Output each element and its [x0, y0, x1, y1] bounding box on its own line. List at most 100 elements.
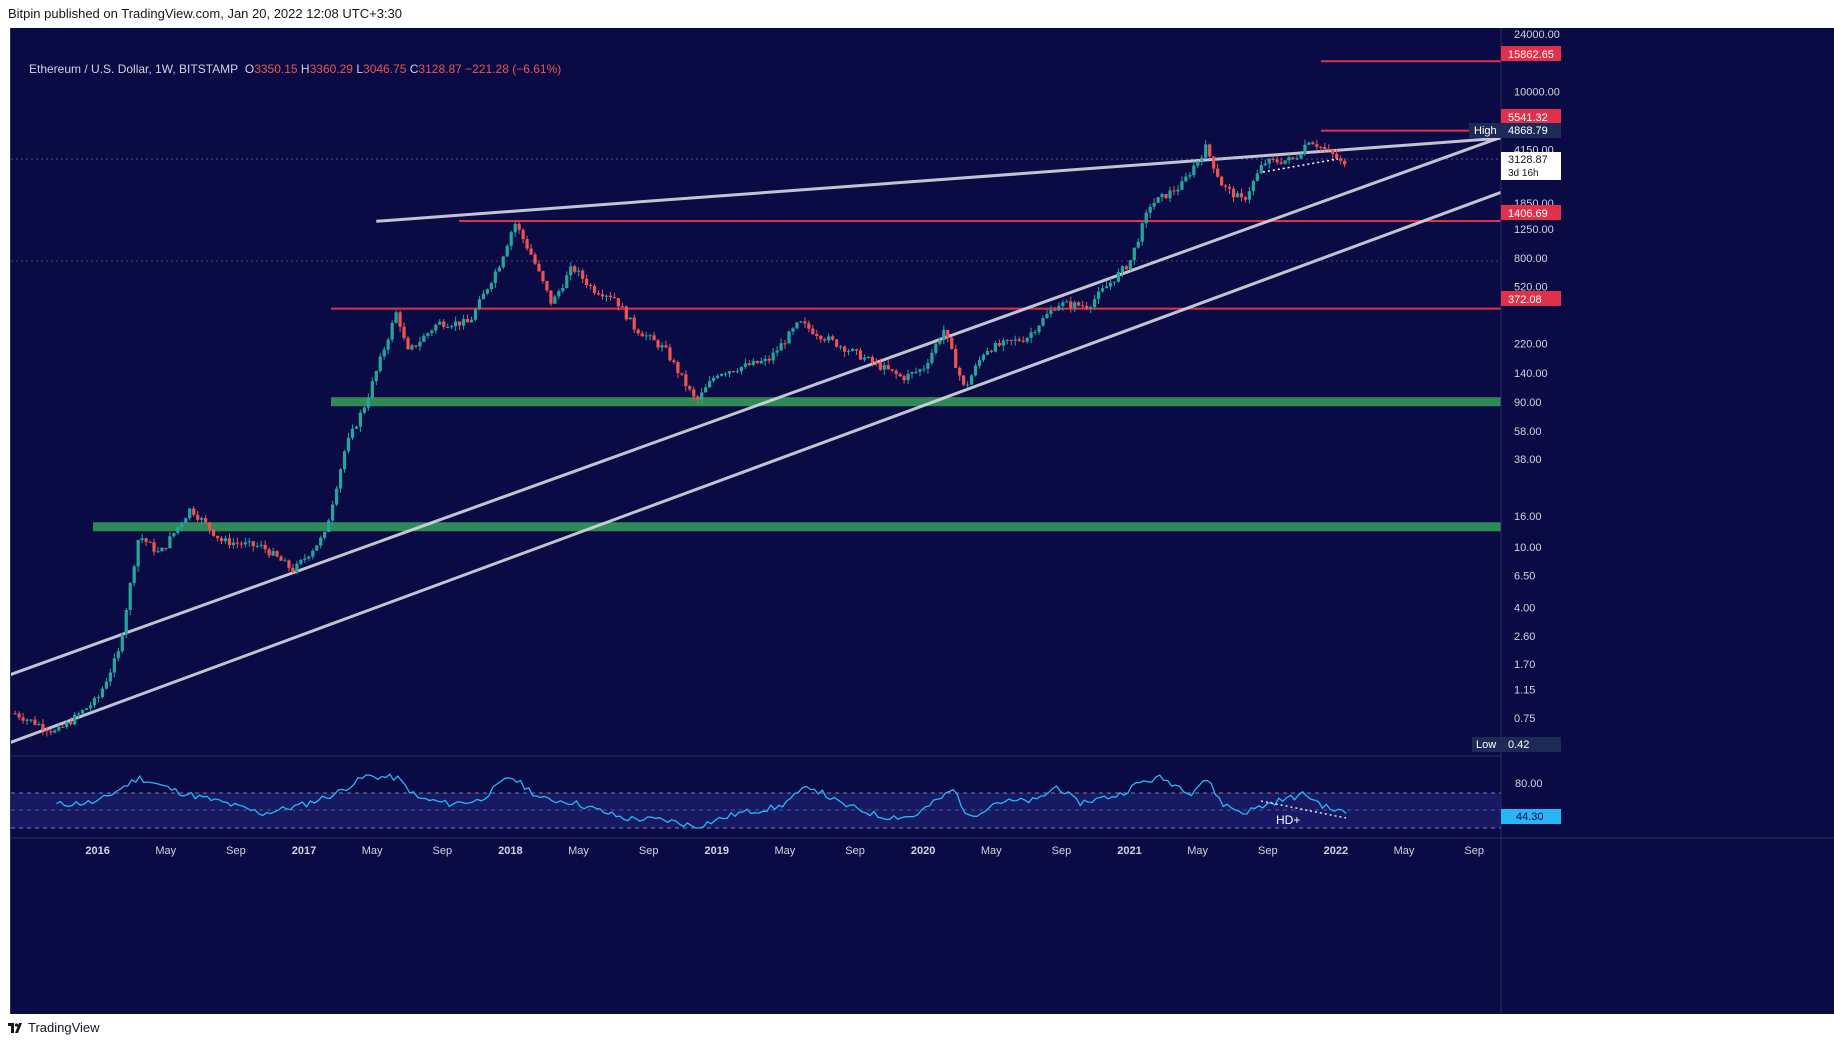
candle-body-128 [521, 229, 525, 240]
candle-body-83 [342, 451, 347, 470]
candle-body-146 [592, 285, 597, 294]
candle-body-105 [430, 330, 434, 334]
price-tick-11: 38.00 [1514, 454, 1542, 466]
candle-body-151 [612, 297, 616, 299]
candle-body-49 [207, 522, 212, 530]
candle-body-22 [100, 688, 105, 698]
candle-body-46 [196, 514, 200, 520]
footer-brand: TradingView [28, 1020, 100, 1035]
candle-body-331 [1327, 149, 1331, 151]
candle-body-244 [981, 354, 986, 360]
candle-body-23 [104, 681, 109, 689]
candle-body-76 [315, 545, 319, 551]
candle-body-294 [1180, 181, 1184, 190]
level-label-1-text: 15862.65 [1508, 49, 1554, 61]
candle-body-16 [77, 713, 81, 715]
time-tick-0: 2016 [85, 845, 109, 857]
price-tick-13: 10.00 [1514, 542, 1542, 554]
candle-body-333 [1335, 153, 1339, 159]
candle-body-321 [1287, 157, 1291, 161]
price-tick-9: 90.00 [1514, 397, 1542, 409]
candle-body-253 [1017, 339, 1021, 341]
candle-body-136 [553, 296, 557, 304]
candle-body-78 [323, 531, 327, 538]
candle-body-87 [358, 412, 363, 427]
candle-body-211 [850, 349, 855, 351]
candle-body-142 [577, 270, 581, 272]
chart-pane[interactable]: HD+ 24000.00 10000.00 4150.00 1850.00 1250.0… [10, 28, 1834, 1014]
candle-body-175 [708, 380, 712, 388]
candle-body-277 [1112, 281, 1117, 283]
candle-body-132 [537, 263, 541, 272]
time-tick-5: Sep [433, 845, 453, 857]
candle-body-207 [835, 339, 839, 347]
candle-body-72 [299, 559, 303, 564]
candle-body-267 [1073, 302, 1077, 308]
candle-body-202 [815, 333, 819, 336]
candle-body-50 [211, 529, 216, 536]
price-tick-14: 6.50 [1514, 570, 1535, 582]
candle-body-250 [1005, 339, 1009, 341]
price-tick-17: 1.70 [1514, 659, 1535, 671]
price-axis-ticks: 24000.0010000.004150.001850.001250.00800… [1514, 29, 1560, 753]
candle-body-90 [370, 381, 374, 398]
time-tick-13: May [981, 845, 1002, 857]
candle-body-133 [541, 271, 545, 282]
legend-o-label: O [244, 62, 255, 76]
price-tick-8: 140.00 [1514, 368, 1548, 380]
level-label-3-text: 1406.69 [1508, 208, 1548, 220]
candle-body-219 [882, 365, 886, 370]
candle-body-318 [1275, 159, 1279, 163]
price-tick-1: 10000.00 [1514, 87, 1560, 99]
price-chart-svg[interactable]: HD+ 24000.0010000.004150.001850.001250.0… [11, 28, 1834, 1014]
candle-body-108 [442, 321, 446, 327]
candle-body-328 [1315, 144, 1319, 147]
candle-body-289 [1160, 194, 1164, 198]
time-tick-11: Sep [845, 845, 865, 857]
candle-body-165 [668, 347, 672, 361]
candle-body-314 [1259, 165, 1263, 174]
legend-symbol: Ethereum / U.S. Dollar, 1W, BITSTAMP [29, 62, 239, 76]
time-tick-16: May [1187, 845, 1208, 857]
candle-body-30 [132, 566, 136, 584]
price-tick-4: 1250.00 [1514, 224, 1554, 236]
candle-body-169 [684, 374, 688, 387]
candle-body-272 [1093, 299, 1097, 307]
candle-body-17 [80, 709, 85, 714]
candle-body-13 [65, 721, 69, 727]
countdown-text: 3d 16h [1508, 168, 1539, 179]
price-tick-18: 1.15 [1514, 685, 1535, 697]
candle-body-1 [17, 713, 21, 718]
candle-body-305 [1223, 185, 1228, 187]
candle-body-327 [1311, 142, 1315, 145]
candle-body-156 [632, 317, 636, 330]
candle-body-200 [807, 323, 811, 329]
candle-body-212 [854, 349, 859, 351]
candle-body-68 [283, 560, 287, 562]
candle-body-254 [1021, 340, 1025, 342]
candle-body-42 [180, 523, 184, 528]
rsi-line [56, 773, 1347, 829]
high-value-text: 4868.79 [1508, 125, 1548, 137]
candle-body-334 [1339, 158, 1343, 161]
candle-body-234 [942, 330, 946, 340]
candle-body-195 [787, 331, 791, 344]
candle-body-141 [573, 266, 577, 272]
candle-body-20 [92, 697, 97, 706]
candle-body-335 [1343, 160, 1347, 165]
candle-body-139 [565, 275, 569, 288]
candle-body-257 [1033, 332, 1037, 334]
candle-body-278 [1116, 271, 1121, 282]
candle-body-224 [902, 376, 906, 381]
candle-body-256 [1029, 332, 1033, 338]
low-value-label [1501, 737, 1561, 752]
time-tick-10: May [775, 845, 796, 857]
candle-body-210 [846, 350, 851, 352]
candle-body-84 [346, 437, 351, 452]
candle-body-171 [692, 389, 696, 397]
candle-body-24 [108, 672, 112, 682]
candle-body-263 [1057, 305, 1061, 311]
candle-body-275 [1104, 286, 1109, 289]
tradingview-logo[interactable]: TradingView [8, 1020, 100, 1035]
candle-body-182 [735, 371, 740, 373]
